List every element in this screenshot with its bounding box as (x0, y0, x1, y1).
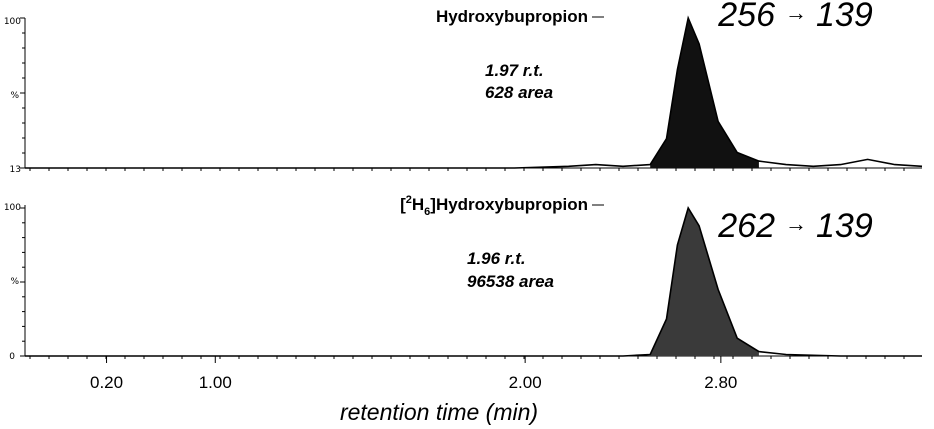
rt-annotation-bottom: 1.96 r.t. (467, 249, 526, 268)
peak-fill-bottom (650, 208, 759, 356)
arrow-bottom: → (785, 211, 807, 236)
precursor-mz-top: 256 (717, 0, 775, 34)
transition-label-top: 256 → 139 (717, 0, 873, 34)
ytick-label-100-top: 100 (4, 17, 21, 27)
compound-element: H (412, 195, 424, 214)
x-major-ticks (106, 356, 722, 363)
y-ticks-top (20, 17, 25, 169)
ytick-label-percent-top: % (10, 91, 19, 101)
x-minor-ticks-top (29, 168, 905, 171)
compound-label-top: Hydroxybupropion (436, 7, 588, 26)
panel-bottom: 100 % 0 [2H6]Hydroxybupropion 1.96 r.t. … (4, 194, 922, 362)
ytick-label-13-top: 13 (10, 165, 21, 175)
area-annotation-top: 628 area (485, 83, 553, 102)
peak-fill-top (650, 18, 759, 168)
x-tick-labels: 0.20 1.00 2.00 2.80 (90, 373, 737, 392)
product-mz-top: 139 (816, 0, 873, 34)
x-tick-label: 2.00 (509, 373, 542, 392)
ytick-label-0-bottom: 0 (9, 352, 15, 362)
compound-open-bracket: [ (400, 195, 406, 214)
arrow-top: → (785, 0, 807, 25)
x-axis-label: retention time (min) (340, 399, 538, 425)
rt-annotation-top: 1.97 r.t. (485, 61, 544, 80)
x-tick-label: 0.20 (90, 373, 123, 392)
y-ticks-bottom (20, 207, 25, 357)
trace-line-top (25, 15, 923, 169)
compound-label-bottom: [2H6]Hydroxybupropion (400, 194, 588, 218)
x-tick-label: 2.80 (704, 373, 737, 392)
compound-sub: 6 (424, 206, 430, 218)
panel-top: 100 % 13 Hydroxybupropion 1.97 r.t. 628 … (4, 0, 923, 175)
trace-line-bottom (25, 206, 922, 357)
ytick-label-percent-bottom: % (10, 277, 19, 287)
compound-rest: ]Hydroxybupropion (430, 195, 588, 214)
ytick-label-100-bottom: 100 (4, 203, 21, 213)
precursor-mz-bottom: 262 (717, 207, 775, 245)
product-mz-bottom: 139 (816, 207, 873, 245)
compound-sup: 2 (406, 194, 412, 206)
area-annotation-bottom: 96538 area (467, 272, 554, 291)
transition-label-bottom: 262 → 139 (717, 207, 873, 245)
x-tick-label: 1.00 (199, 373, 232, 392)
